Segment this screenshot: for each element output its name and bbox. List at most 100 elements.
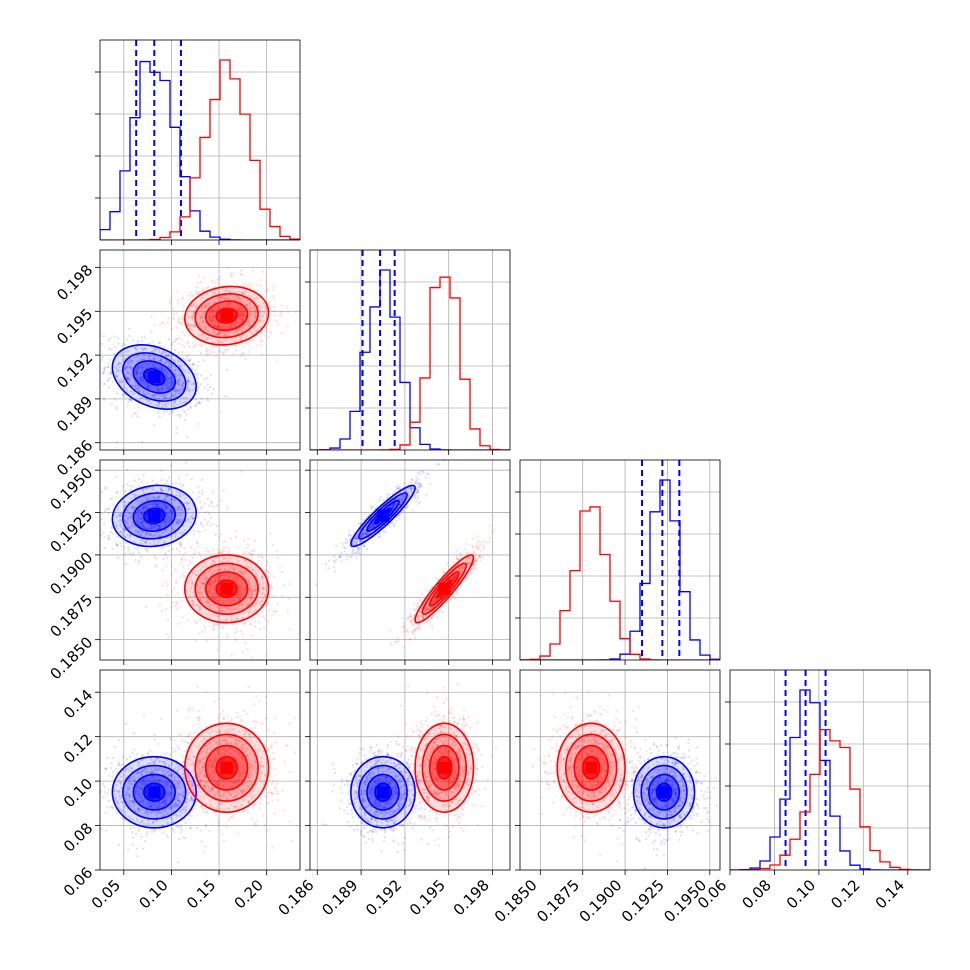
- sample-point: [182, 409, 185, 412]
- sample-point: [251, 307, 254, 311]
- sample-point: [248, 316, 251, 320]
- sample-point: [226, 297, 230, 300]
- sample-point: [179, 366, 182, 369]
- sample-point: [185, 414, 188, 417]
- sample-point: [191, 516, 195, 520]
- sample-point: [201, 525, 204, 528]
- sample-point: [143, 526, 147, 529]
- sample-point: [165, 371, 169, 374]
- sample-point: [113, 360, 116, 363]
- sample-point: [220, 296, 223, 299]
- sample-point: [238, 560, 241, 563]
- sample-point: [212, 585, 216, 588]
- sample-point: [196, 542, 199, 545]
- sample-point: [202, 324, 205, 328]
- sample-point: [220, 298, 223, 301]
- sample-point: [257, 621, 261, 624]
- sample-point: [240, 572, 243, 576]
- sample-point: [187, 563, 190, 567]
- blue-peak-bin: [148, 371, 161, 384]
- sample-point: [378, 532, 382, 535]
- sample-point: [198, 314, 202, 317]
- sample-point: [115, 375, 118, 378]
- sample-point: [135, 372, 139, 376]
- sample-point: [143, 393, 146, 396]
- sample-point: [199, 297, 203, 301]
- sample-point: [218, 577, 221, 581]
- sample-point: [269, 532, 272, 535]
- sample-point: [240, 292, 244, 295]
- sample-point: [93, 377, 95, 379]
- sample-point: [271, 543, 275, 547]
- sample-point: [264, 305, 267, 308]
- sample-point: [220, 306, 223, 309]
- sample-point: [242, 308, 245, 311]
- sample-point: [187, 380, 190, 383]
- sample-point: [118, 366, 121, 369]
- sample-point: [237, 307, 240, 311]
- sample-point: [214, 578, 217, 581]
- sample-point: [172, 528, 176, 532]
- sample-point: [190, 581, 194, 585]
- sample-point: [203, 625, 206, 628]
- sample-point: [257, 582, 261, 585]
- sample-point: [416, 489, 420, 493]
- sample-point: [172, 389, 176, 393]
- sample-point: [239, 273, 242, 276]
- sample-point: [249, 552, 252, 556]
- sample-point: [229, 557, 232, 561]
- sample-point: [208, 587, 211, 590]
- sample-point: [124, 343, 127, 347]
- sample-point: [175, 337, 179, 341]
- sample-point: [237, 594, 240, 597]
- sample-point: [185, 355, 188, 358]
- sample-point: [141, 524, 144, 528]
- sample-point: [249, 562, 252, 565]
- sample-point: [150, 401, 153, 405]
- sample-point: [153, 357, 156, 361]
- sample-point: [400, 496, 403, 500]
- sample-point: [95, 343, 97, 345]
- sample-point: [158, 394, 162, 397]
- sample-point: [207, 582, 211, 585]
- sample-point: [114, 345, 117, 349]
- sample-point: [234, 535, 237, 539]
- sample-point: [197, 274, 201, 278]
- sample-point: [268, 571, 271, 575]
- sample-point: [122, 484, 125, 488]
- sample-point: [159, 502, 162, 506]
- sample-point: [151, 385, 154, 388]
- sample-point: [111, 532, 114, 535]
- sample-point: [158, 501, 161, 504]
- sample-point: [177, 521, 181, 524]
- sample-point: [219, 610, 223, 613]
- sample-point: [280, 331, 284, 335]
- sample-point: [212, 312, 216, 315]
- sample-point: [202, 334, 206, 337]
- sample-point: [249, 287, 252, 290]
- sample-point: [234, 627, 238, 630]
- sample-point: [166, 361, 169, 365]
- sample-point: [105, 506, 108, 510]
- sample-point: [167, 489, 170, 492]
- sample-point: [103, 366, 106, 370]
- sample-point: [216, 599, 219, 603]
- sample-point: [253, 293, 256, 296]
- red-contour: [183, 554, 270, 624]
- sample-point: [173, 340, 177, 343]
- sample-point: [176, 291, 179, 294]
- sample-point: [237, 290, 241, 294]
- sample-point: [276, 556, 279, 559]
- sample-point: [156, 356, 160, 359]
- sample-point: [166, 632, 169, 636]
- sample-point: [198, 618, 201, 622]
- sample-point: [194, 573, 197, 576]
- sample-point: [272, 297, 276, 300]
- sample-point: [134, 387, 138, 390]
- sample-point: [166, 536, 170, 539]
- sample-point: [208, 318, 212, 321]
- sample-point: [123, 527, 126, 530]
- sample-point: [180, 315, 184, 318]
- sample-point: [219, 610, 222, 613]
- sample-point: [129, 398, 133, 402]
